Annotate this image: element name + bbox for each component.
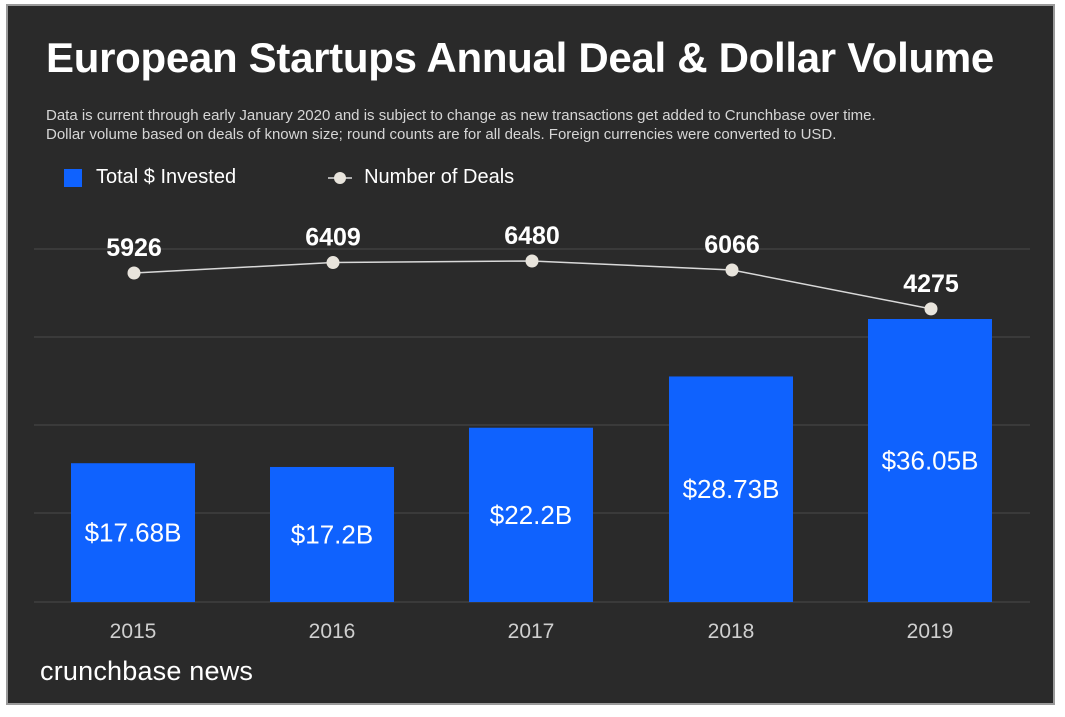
chart-title: European Startups Annual Deal & Dollar V… — [46, 34, 994, 81]
bar-2015 — [71, 463, 195, 602]
bar-value-label-2019: $36.05B — [882, 446, 979, 476]
deals-point-2016 — [326, 256, 340, 270]
chart-subtitle: Data is current through early January 20… — [46, 106, 876, 144]
legend-item-bars: Total $ Invested — [64, 166, 236, 189]
deals-line — [133, 260, 932, 310]
legend-bar-label: Total $ Invested — [96, 166, 237, 188]
crunchbase-news-logo: crunchbase news — [40, 656, 254, 686]
legend-bar-swatch — [64, 168, 82, 187]
deals-point-2015 — [127, 266, 141, 280]
legend: Total $ Invested Number of Deals — [64, 166, 606, 189]
deals-value-label-2018: 6066 — [704, 231, 760, 259]
x-tick-label-2015: 2015 — [110, 620, 157, 643]
deals-value-label-2016: 6409 — [305, 224, 361, 252]
bar-2017 — [469, 427, 593, 602]
bar-2018 — [669, 376, 793, 602]
bar-value-label-2016: $17.2B — [291, 519, 373, 549]
bar-2019 — [868, 319, 992, 602]
legend-line-label: Number of Deals — [364, 166, 515, 188]
bar-value-label-2017: $22.2B — [490, 500, 572, 530]
legend-item-line: Number of Deals — [328, 166, 514, 189]
deals-point-2018 — [725, 263, 739, 277]
bar-2016 — [270, 466, 394, 602]
subtitle-line-1: Data is current through early January 20… — [46, 107, 876, 124]
x-tick-label-2016: 2016 — [309, 620, 356, 643]
deals-value-label-2015: 5926 — [106, 234, 162, 262]
x-tick-label-2019: 2019 — [907, 620, 954, 643]
deals-value-label-2019: 4275 — [903, 270, 959, 298]
x-tick-label-2018: 2018 — [708, 620, 755, 643]
chart-frame: European Startups Annual Deal & Dollar V… — [6, 4, 1055, 705]
legend-line-marker-icon — [328, 171, 353, 184]
combo-chart: $17.68B 2015 $17.2B 2016 $22.2B 2017 $28.73B 20… — [34, 222, 1030, 643]
x-tick-label-2017: 2017 — [508, 620, 555, 643]
deals-point-2019 — [924, 302, 938, 316]
subtitle-line-2: Dollar volume based on deals of known si… — [46, 126, 837, 143]
deals-value-label-2017: 6480 — [504, 222, 560, 250]
bar-value-label-2018: $28.73B — [683, 474, 780, 504]
bar-value-label-2015: $17.68B — [85, 518, 182, 548]
deals-point-2017 — [525, 254, 539, 268]
